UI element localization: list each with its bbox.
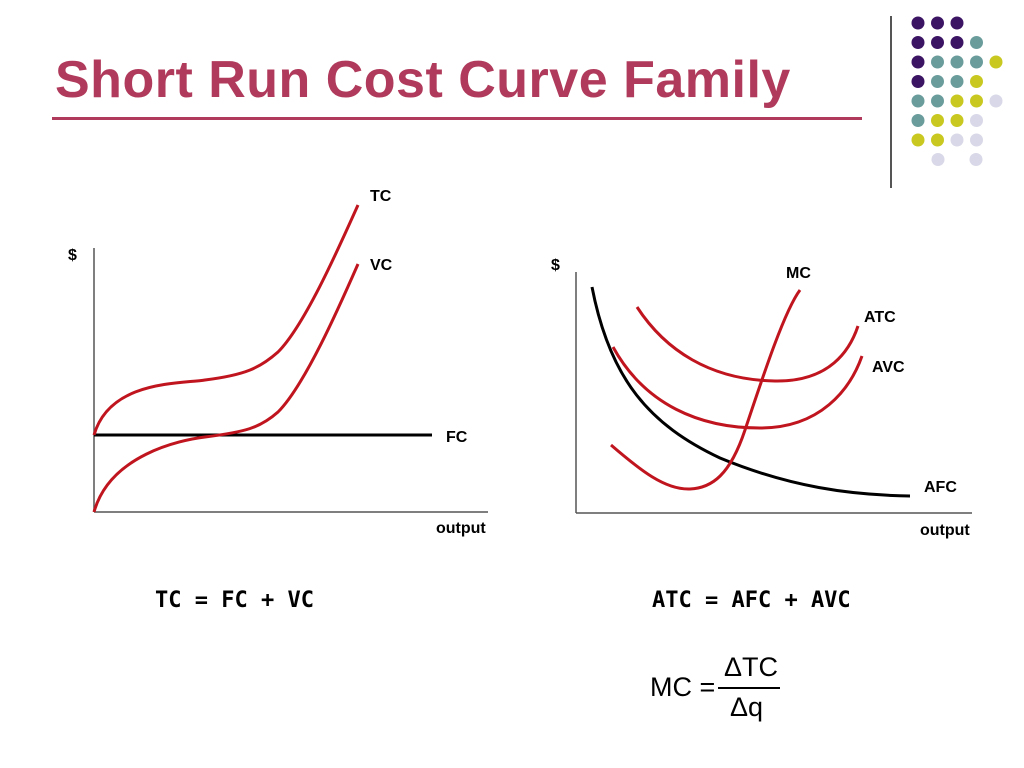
decorative-dot	[970, 133, 983, 147]
decorative-dot	[970, 94, 983, 108]
decorative-dot	[931, 133, 944, 147]
decorative-dot	[911, 94, 925, 108]
decorative-dot	[931, 16, 944, 30]
decorative-dot	[950, 114, 964, 127]
decorative-dot	[931, 153, 945, 166]
afc-curve	[590, 286, 911, 498]
mc-formula-fraction-bar	[718, 687, 780, 689]
right-diagram-axes	[575, 272, 972, 514]
title-underline	[52, 117, 862, 120]
mc-formula-numerator: ΔTC	[724, 652, 779, 682]
mc-curve-label: MC	[786, 265, 811, 282]
right-y-axis-label: $	[551, 257, 560, 274]
atc-identity-formula: ATC = AFC + AVC	[652, 588, 851, 613]
tc-identity-formula: TC = FC + VC	[155, 588, 314, 613]
decorative-dot	[950, 16, 964, 30]
decorative-dot	[950, 75, 964, 88]
decorative-dot	[911, 36, 925, 49]
decorative-dot	[911, 75, 925, 88]
mc-formula-denominator: Δq	[730, 692, 764, 722]
left-y-axis-label: $	[68, 247, 77, 264]
decorative-dot	[970, 36, 983, 49]
decorative-dot	[970, 75, 983, 88]
mc-formula: MC = ΔTC Δq	[650, 652, 790, 732]
atc-curve-label: ATC	[864, 309, 896, 326]
avc-curve-label: AVC	[872, 359, 905, 376]
decorative-dot	[970, 55, 983, 69]
mc-curve	[610, 289, 802, 491]
decorative-dot	[931, 94, 944, 108]
decorative-dot	[950, 55, 964, 69]
fc-curve-label: FC	[446, 429, 468, 446]
tc-curve-label: TC	[370, 188, 392, 205]
right-x-axis-label: output	[920, 522, 970, 539]
decorative-dot	[969, 153, 983, 166]
tc-curve	[92, 204, 360, 436]
decorative-dot	[931, 55, 944, 69]
decorative-dot	[989, 55, 1003, 69]
slide-title: Short Run Cost Curve Family	[55, 51, 791, 109]
decorative-dot	[950, 94, 964, 108]
decorative-dot	[931, 75, 944, 88]
left-diagram-axes	[93, 248, 488, 513]
vertical-divider	[890, 16, 892, 188]
avc-curve	[611, 346, 864, 430]
decorative-dot-grid	[911, 16, 1003, 166]
decorative-dot	[911, 114, 925, 127]
decorative-dot	[931, 36, 944, 49]
mc-formula-lhs: MC =	[650, 672, 716, 702]
decorative-dot	[911, 16, 925, 30]
decorative-dot	[950, 36, 964, 49]
decorative-dot	[931, 114, 944, 127]
decorative-dot	[950, 133, 964, 147]
left-x-axis-label: output	[436, 520, 486, 537]
decorative-dot	[911, 55, 925, 69]
decorative-dot	[911, 133, 925, 147]
decorative-dot	[970, 114, 983, 127]
vc-curve	[92, 263, 360, 513]
afc-curve-label: AFC	[924, 479, 957, 496]
decorative-dot	[989, 94, 1003, 108]
vc-curve-label: VC	[370, 257, 393, 274]
atc-curve	[635, 306, 860, 383]
